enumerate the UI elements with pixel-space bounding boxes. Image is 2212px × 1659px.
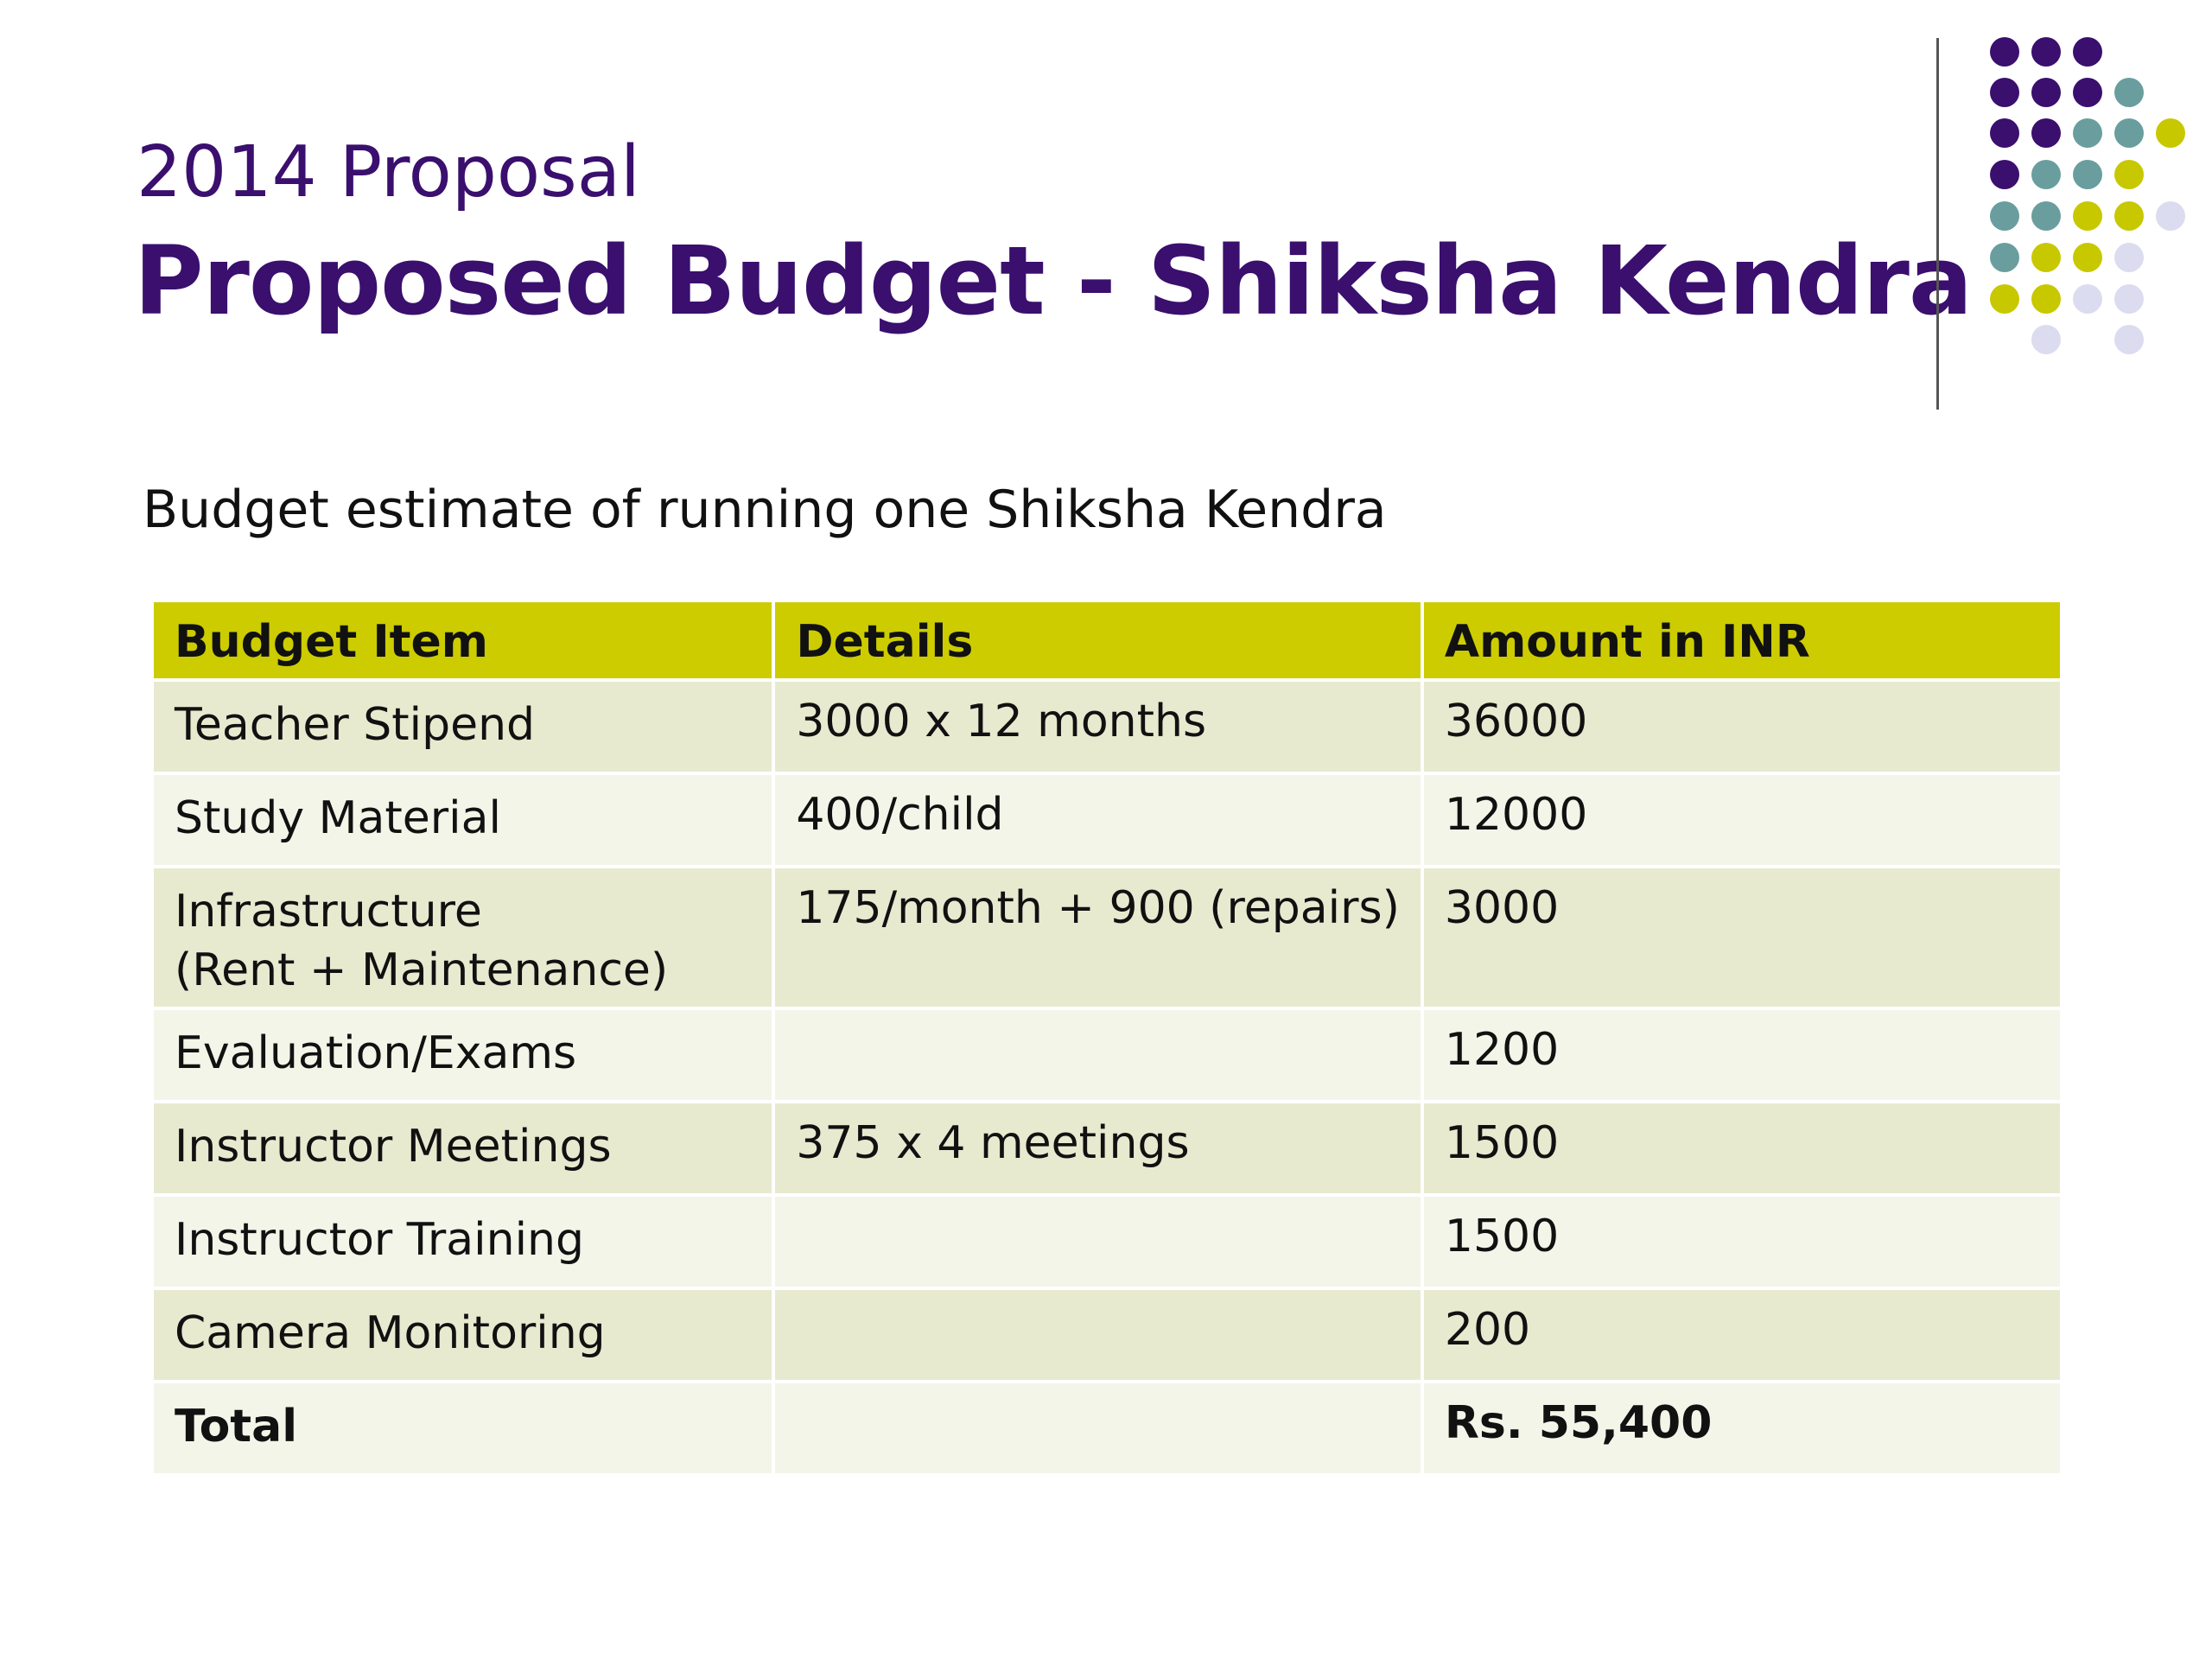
decorative-dot bbox=[2156, 201, 2185, 231]
decorative-dot bbox=[1990, 284, 2019, 314]
cell-item: Total bbox=[154, 1383, 772, 1473]
cell-amount: 1500 bbox=[1423, 1197, 2060, 1287]
cell-details bbox=[775, 1197, 1421, 1287]
decorative-dot bbox=[2031, 243, 2061, 272]
decorative-dot bbox=[2031, 78, 2061, 107]
item-label: Camera Monitoring bbox=[175, 1307, 606, 1359]
total-label: Total bbox=[175, 1401, 298, 1452]
decorative-dot bbox=[1990, 78, 2019, 107]
cell-amount: 36000 bbox=[1423, 682, 2060, 772]
decorative-dot bbox=[2114, 78, 2144, 107]
cell-item: Instructor Training bbox=[154, 1197, 772, 1287]
decorative-dot bbox=[2031, 118, 2061, 148]
slide-title: Proposed Budget - Shiksha Kendra bbox=[134, 226, 1973, 336]
decorative-dot bbox=[2031, 325, 2061, 354]
cell-amount: 1200 bbox=[1423, 1010, 2060, 1100]
decorative-dot bbox=[2073, 160, 2102, 189]
decorative-dot bbox=[2114, 201, 2144, 231]
decorative-dot bbox=[2031, 284, 2061, 314]
decorative-dot-pattern bbox=[1990, 37, 2185, 354]
decorative-dot bbox=[1990, 37, 2019, 67]
decorative-dot bbox=[1990, 118, 2019, 148]
cell-amount: 3000 bbox=[1423, 868, 2060, 1007]
cell-item: Teacher Stipend bbox=[154, 682, 772, 772]
cell-details: 400/child bbox=[775, 775, 1421, 865]
decorative-dot bbox=[2031, 160, 2061, 189]
decorative-dot bbox=[2073, 78, 2102, 107]
slide-pretitle: 2014 Proposal bbox=[137, 131, 640, 213]
header-budget-item: Budget Item bbox=[154, 602, 772, 678]
decorative-dot bbox=[2031, 201, 2061, 231]
title-divider-line bbox=[1936, 38, 1939, 410]
cell-item: Study Material bbox=[154, 775, 772, 865]
table-row: Infrastructure (Rent + Maintenance) 175/… bbox=[154, 868, 2060, 1007]
table-header-row: Budget Item Details Amount in INR bbox=[154, 602, 2060, 678]
table-row: Instructor Training 1500 bbox=[154, 1197, 2060, 1287]
decorative-dot bbox=[2114, 325, 2144, 354]
cell-amount: 1500 bbox=[1423, 1103, 2060, 1193]
slide-subtitle: Budget estimate of running one Shiksha K… bbox=[143, 480, 1387, 540]
cell-details bbox=[775, 1010, 1421, 1100]
decorative-dot bbox=[2073, 243, 2102, 272]
decorative-dot bbox=[2073, 118, 2102, 148]
decorative-dot bbox=[2073, 284, 2102, 314]
table-row: Teacher Stipend 3000 x 12 months 36000 bbox=[154, 682, 2060, 772]
item-label: Instructor Training bbox=[175, 1214, 584, 1266]
cell-details bbox=[775, 1383, 1421, 1473]
table-total-row: Total Rs. 55,400 bbox=[154, 1383, 2060, 1473]
table-row: Camera Monitoring 200 bbox=[154, 1290, 2060, 1380]
decorative-dot bbox=[2114, 160, 2144, 189]
cell-details bbox=[775, 1290, 1421, 1380]
decorative-dot bbox=[2114, 284, 2144, 314]
item-label: Evaluation/Exams bbox=[175, 1027, 577, 1079]
cell-details: 175/month + 900 (repairs) bbox=[775, 868, 1421, 1007]
table-row: Study Material 400/child 12000 bbox=[154, 775, 2060, 865]
cell-details: 3000 x 12 months bbox=[775, 682, 1421, 772]
header-amount: Amount in INR bbox=[1423, 602, 2060, 678]
table-row: Instructor Meetings 375 x 4 meetings 150… bbox=[154, 1103, 2060, 1193]
decorative-dot bbox=[1990, 243, 2019, 272]
item-label: Infrastructure bbox=[175, 886, 482, 938]
decorative-dot bbox=[2073, 37, 2102, 67]
decorative-dot bbox=[2156, 118, 2185, 148]
budget-table: Budget Item Details Amount in INR Teache… bbox=[150, 599, 2063, 1477]
table-row: Evaluation/Exams 1200 bbox=[154, 1010, 2060, 1100]
decorative-dot bbox=[1990, 201, 2019, 231]
cell-item: Evaluation/Exams bbox=[154, 1010, 772, 1100]
cell-item: Infrastructure (Rent + Maintenance) bbox=[154, 868, 772, 1007]
decorative-dot bbox=[2031, 37, 2061, 67]
cell-amount: 12000 bbox=[1423, 775, 2060, 865]
item-label-line2: (Rent + Maintenance) bbox=[175, 944, 669, 996]
cell-amount: 200 bbox=[1423, 1290, 2060, 1380]
item-label: Instructor Meetings bbox=[175, 1121, 612, 1173]
decorative-dot bbox=[2073, 201, 2102, 231]
item-label: Study Material bbox=[175, 792, 501, 844]
decorative-dot bbox=[2114, 243, 2144, 272]
cell-details: 375 x 4 meetings bbox=[775, 1103, 1421, 1193]
decorative-dot bbox=[1990, 160, 2019, 189]
cell-item: Instructor Meetings bbox=[154, 1103, 772, 1193]
decorative-dot bbox=[2114, 118, 2144, 148]
cell-total-amount: Rs. 55,400 bbox=[1423, 1383, 2060, 1473]
cell-item: Camera Monitoring bbox=[154, 1290, 772, 1380]
header-details: Details bbox=[775, 602, 1421, 678]
item-label: Teacher Stipend bbox=[175, 699, 536, 751]
